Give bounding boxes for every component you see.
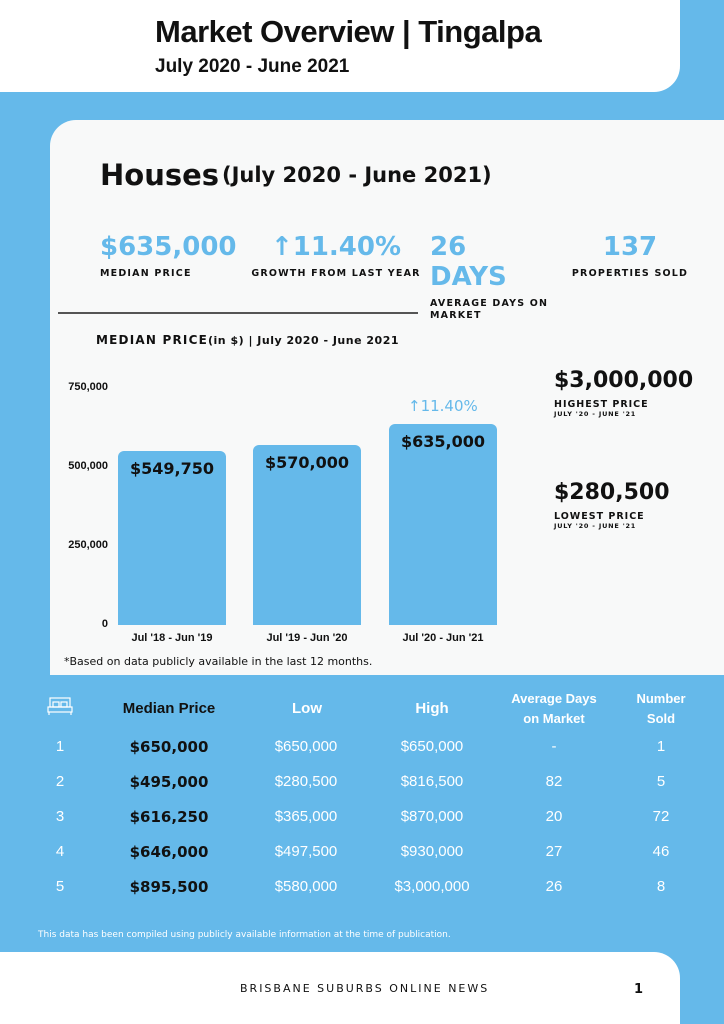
bar-data-label: $549,750 (129, 459, 214, 479)
high-price: $816,500 (400, 773, 464, 790)
y-tick-label: 250,000 (68, 539, 108, 551)
growth-annotation: ↑11.40% (408, 397, 478, 415)
row-index: 2 (55, 773, 65, 790)
avg-days: - (551, 738, 557, 755)
row-index: 5 (55, 878, 65, 895)
header-high: High (415, 700, 449, 717)
lowest-value: $280,500 (554, 480, 670, 505)
avg-days: 20 (545, 808, 563, 825)
x-tick-label: Jul '20 - Jun '21 (402, 632, 484, 644)
bar-data-label: $570,000 (264, 452, 349, 472)
number-sold: 46 (652, 843, 670, 860)
section-title: Houses (100, 158, 220, 192)
bar: $549,750 (118, 451, 226, 625)
avg-days: 27 (545, 843, 563, 860)
median-price: $616,250 (129, 808, 209, 826)
header: Market Overview | Tingalpa July 2020 - J… (0, 0, 680, 92)
number-sold: 8 (656, 878, 666, 895)
highest-period: JULY '20 - JUNE '21 (554, 410, 637, 418)
stat-sold: 137 PROPERTIES SOLD (570, 232, 690, 280)
stat-median: $635,000 MEDIAN PRICE (100, 232, 260, 280)
number-sold: 1 (656, 738, 666, 755)
page-subtitle: July 2020 - June 2021 (155, 56, 350, 77)
lowest-period: JULY '20 - JUNE '21 (554, 522, 637, 530)
table-row: 2 $495,000 $280,500 $816,500 82 5 (0, 771, 724, 801)
y-tick-label: 500,000 (68, 460, 108, 472)
chart-title-main: MEDIAN PRICE (96, 333, 208, 347)
number-sold: 72 (652, 808, 670, 825)
publisher-name: BRISBANE SUBURBS ONLINE NEWS (240, 982, 490, 995)
table-row: 4 $646,000 $497,500 $930,000 27 46 (0, 841, 724, 871)
median-price: $495,000 (129, 773, 209, 791)
high-price: $3,000,000 (394, 878, 470, 895)
page-title: Market Overview | Tingalpa (155, 14, 542, 49)
stat-value: ↑11.40% (270, 232, 402, 262)
highest-value: $3,000,000 (554, 368, 694, 393)
y-tick-label: 0 (101, 618, 108, 630)
low-price: $497,500 (274, 843, 338, 860)
row-index: 3 (55, 808, 65, 825)
stat-value: 137 (602, 232, 658, 262)
low-price: $280,500 (274, 773, 338, 790)
stat-label: MEDIAN PRICE (100, 268, 192, 279)
divider (58, 312, 418, 314)
y-tick-label: 750,000 (68, 381, 108, 393)
stat-value: $635,000 (100, 232, 237, 262)
stat-growth: ↑11.40% GROWTH FROM LAST YEAR (249, 232, 423, 280)
table-row: 3 $616,250 $365,000 $870,000 20 72 (0, 806, 724, 836)
low-price: $580,000 (274, 878, 338, 895)
row-index: 1 (55, 738, 65, 755)
median-price: $646,000 (129, 843, 209, 861)
bar: $570,000 (253, 444, 361, 625)
median-price: $895,500 (129, 878, 209, 896)
median-price: $650,000 (129, 738, 209, 756)
header-sold: Number Sold (636, 691, 686, 726)
highest-price: $3,000,000 HIGHEST PRICE JULY '20 - JUNE… (554, 368, 693, 418)
stat-days: 26 DAYS AVERAGE DAYS ON MARKET (430, 232, 550, 322)
section-period: (July 2020 - June 2021) (222, 163, 492, 187)
highest-label: HIGHEST PRICE (554, 399, 649, 410)
low-price: $365,000 (274, 808, 338, 825)
bed-icon (47, 696, 73, 720)
header-low: Low (292, 700, 322, 717)
table-row: 1 $650,000 $650,000 $650,000 - 1 (0, 736, 724, 766)
x-tick-label: Jul '18 - Jun '19 (131, 632, 213, 644)
high-price: $930,000 (400, 843, 464, 860)
bar-data-label: $635,000 (400, 432, 485, 452)
houses-card: Houses (July 2020 - June 2021) $635,000 M… (50, 120, 724, 675)
avg-days: 26 (545, 878, 563, 895)
chart-title-suffix: (in $) | July 2020 - June 2021 (207, 334, 399, 347)
high-price: $870,000 (400, 808, 464, 825)
stat-label: PROPERTIES SOLD (571, 268, 689, 279)
header-days: Average Days on Market (511, 691, 597, 726)
lowest-price: $280,500 LOWEST PRICE JULY '20 - JUNE '2… (554, 480, 670, 530)
high-price: $650,000 (400, 738, 464, 755)
header-median: Median Price (122, 700, 216, 717)
chart-note: *Based on data publicly available in the… (64, 655, 373, 668)
lowest-label: LOWEST PRICE (554, 511, 645, 522)
stat-value: 26 DAYS (430, 232, 507, 292)
avg-days: 82 (545, 773, 563, 790)
low-price: $650,000 (274, 738, 338, 755)
table-header: Median Price Low High Average Days on Ma… (0, 690, 724, 726)
x-tick-label: Jul '19 - Jun '20 (266, 632, 348, 644)
chart-title: MEDIAN PRICE(in $) | July 2020 - June 20… (96, 333, 399, 347)
table-row: 5 $895,500 $580,000 $3,000,000 26 8 (0, 876, 724, 906)
stat-label: AVERAGE DAYS ON MARKET (430, 298, 549, 321)
disclaimer: This data has been compiled using public… (38, 930, 451, 940)
footer: BRISBANE SUBURBS ONLINE NEWS 1 (0, 952, 680, 1024)
page-number: 1 (634, 982, 644, 997)
bar: $635,000 (389, 424, 497, 625)
stat-label: GROWTH FROM LAST YEAR (251, 268, 421, 279)
row-index: 4 (55, 843, 65, 860)
number-sold: 5 (656, 773, 666, 790)
